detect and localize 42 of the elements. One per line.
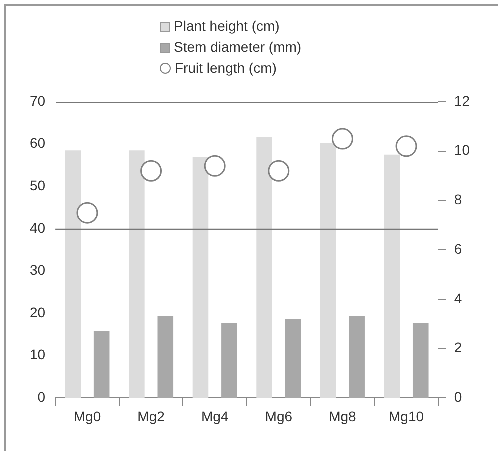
- bar: [94, 331, 110, 398]
- y2-tick-label: 2: [454, 340, 462, 356]
- legend-label: Plant height (cm): [174, 17, 280, 36]
- legend-label: Stem diameter (mm): [174, 38, 302, 57]
- bar: [285, 319, 302, 398]
- y2-tick-label: 12: [454, 92, 470, 109]
- y-tick-label: 0: [38, 389, 46, 406]
- bar: [412, 323, 429, 398]
- y2-tick-label: 6: [454, 240, 462, 257]
- bar: [320, 143, 336, 398]
- y-tick-label: 10: [30, 346, 46, 363]
- bar: [192, 157, 209, 398]
- y-tick-label: 20: [30, 304, 46, 320]
- y2-tick-label: 8: [454, 192, 462, 208]
- bar: [222, 323, 238, 398]
- point: [396, 136, 418, 158]
- bar: [129, 150, 145, 398]
- bar: [349, 316, 365, 398]
- point: [204, 155, 226, 177]
- x-tick-label: Mg6: [265, 408, 293, 424]
- y2-tick-label: 4: [454, 290, 462, 306]
- bar: [65, 150, 82, 398]
- y2-tick-label: 0: [454, 389, 462, 406]
- x-tick-label: Mg8: [329, 408, 357, 424]
- point: [268, 160, 290, 182]
- bar: [384, 154, 400, 398]
- x-tick-label: Mg0: [74, 408, 102, 424]
- x-tick-label: Mg2: [138, 408, 166, 424]
- y-tick-label: 50: [30, 177, 46, 194]
- y-tick-label: 40: [30, 220, 46, 236]
- x-tick-label: Mg4: [201, 408, 229, 424]
- y-tick-label: 70: [30, 92, 46, 109]
- y2-tick-label: 10: [454, 142, 470, 158]
- bar: [158, 316, 174, 398]
- point: [76, 202, 98, 224]
- x-tick-label: Mg10: [389, 408, 424, 424]
- bar: [256, 137, 272, 398]
- point: [332, 128, 354, 150]
- point: [140, 160, 162, 182]
- y-tick-label: 30: [30, 262, 46, 278]
- y-tick-label: 60: [30, 135, 46, 152]
- legend-label: Fruit length (cm): [175, 59, 277, 78]
